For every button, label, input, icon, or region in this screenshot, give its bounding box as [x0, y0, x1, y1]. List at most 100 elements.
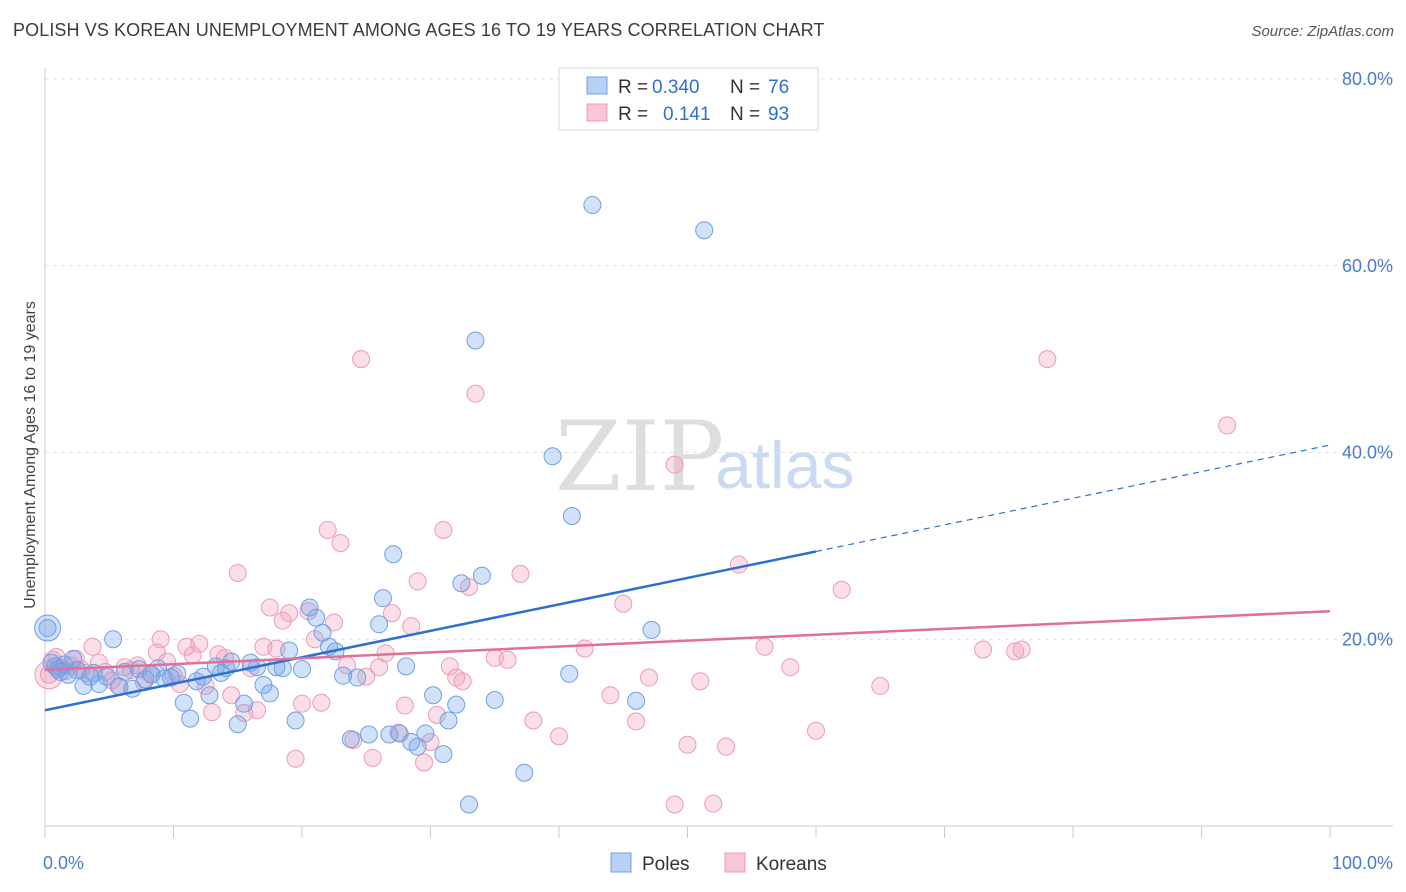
korean-point — [273, 611, 292, 630]
korean-point — [382, 604, 401, 623]
korean-point — [280, 604, 299, 623]
pole-point — [434, 745, 453, 764]
korean-point — [415, 753, 434, 772]
y-tick-label: 20.0% — [1342, 629, 1393, 649]
trend-lines — [44, 444, 1331, 712]
pole-point — [136, 670, 155, 689]
korean-point — [325, 613, 344, 632]
pole-point — [341, 730, 360, 749]
pole-point — [373, 589, 392, 608]
pole-point — [174, 693, 193, 712]
koreans-n-label: N = — [730, 104, 760, 125]
pole-point — [560, 664, 579, 683]
pole-point — [200, 686, 219, 705]
korean-point — [524, 711, 543, 730]
korean-point — [190, 634, 209, 653]
pole-point — [334, 666, 353, 685]
watermark-atlas: atlas — [715, 428, 854, 502]
x-tick-label: 100.0% — [1332, 853, 1393, 873]
korean-point — [427, 705, 446, 724]
pole-point — [168, 664, 187, 683]
korean-point — [614, 594, 633, 613]
pole-point — [447, 695, 466, 714]
korean-point — [453, 672, 472, 691]
korean-point — [639, 668, 658, 687]
poles-trend-line — [44, 550, 817, 712]
chart-title: POLISH VS KOREAN UNEMPLOYMENT AMONG AGES… — [13, 20, 825, 40]
pole-point — [104, 630, 123, 649]
korean-point — [575, 639, 594, 658]
poles-r-value: 0.340 — [652, 77, 700, 98]
koreans-r-value: 0.141 — [663, 104, 711, 125]
pole-point — [300, 598, 319, 617]
koreans-legend-label: Koreans — [756, 854, 827, 875]
korean-point — [363, 748, 382, 767]
korean-point — [1006, 642, 1025, 661]
pole-point — [89, 675, 108, 694]
korean-point — [260, 598, 279, 617]
pole-point — [380, 725, 399, 744]
pole-point — [543, 447, 562, 466]
grid-lines — [45, 78, 1393, 640]
korean-point — [691, 672, 710, 691]
pole-point — [38, 619, 57, 638]
koreans-trend-line — [44, 609, 1331, 672]
pole-point — [439, 711, 458, 730]
korean-point — [352, 350, 371, 369]
pole-point — [402, 732, 421, 751]
korean-point — [807, 721, 825, 740]
korean-point — [704, 794, 723, 813]
poles-n-label: N = — [730, 77, 760, 98]
pole-point — [370, 615, 389, 634]
pole-point — [74, 676, 93, 695]
korean-point — [395, 696, 414, 715]
pole-point — [359, 725, 378, 744]
poles-n-value: 76 — [768, 77, 789, 98]
x-tick-labels: 0.0% 100.0% — [43, 853, 1393, 873]
pole-point — [260, 684, 279, 703]
pole-point — [424, 686, 443, 705]
source-label: Source: ZipAtlas.com — [1251, 23, 1394, 40]
watermark-zip: ZIP — [555, 401, 724, 513]
korean-point — [665, 455, 684, 474]
korean-point — [498, 650, 517, 669]
poles-legend-swatch — [586, 76, 608, 95]
pole-point — [460, 795, 479, 814]
korean-point — [222, 686, 241, 705]
pole-point — [416, 724, 435, 743]
pole-point — [280, 641, 299, 660]
pole-point — [34, 614, 62, 642]
korean-point — [678, 735, 697, 754]
korean-point — [228, 563, 247, 582]
korean-point — [627, 712, 646, 731]
korean-point — [1012, 640, 1031, 659]
poles-trend-extension — [815, 444, 1331, 553]
koreans-n-value: 93 — [768, 104, 789, 125]
x-tick-label: 0.0% — [43, 853, 84, 873]
korean-point — [871, 676, 890, 695]
y-tick-label: 80.0% — [1342, 69, 1393, 89]
pole-point — [397, 657, 416, 676]
pole-point — [181, 709, 200, 728]
korean-point — [755, 637, 774, 656]
korean-point — [440, 657, 459, 676]
pole-point — [472, 566, 491, 585]
y-axis-label: Unemployment Among Ages 16 to 19 years — [22, 301, 39, 609]
korean-point — [151, 630, 170, 649]
pole-point — [466, 331, 485, 350]
koreans-legend-swatch — [586, 103, 608, 122]
axes — [44, 68, 1393, 838]
korean-point — [312, 693, 331, 712]
korean-point — [293, 694, 311, 713]
pole-point — [293, 660, 311, 679]
korean-point — [729, 555, 748, 574]
korean-point — [601, 686, 620, 705]
poles-points — [34, 196, 714, 814]
pole-point — [228, 715, 247, 734]
korean-point — [203, 703, 222, 722]
korean-point — [318, 521, 337, 540]
korean-point — [434, 521, 453, 540]
koreans-r-label: R = — [618, 104, 648, 125]
korean-point — [511, 564, 530, 583]
